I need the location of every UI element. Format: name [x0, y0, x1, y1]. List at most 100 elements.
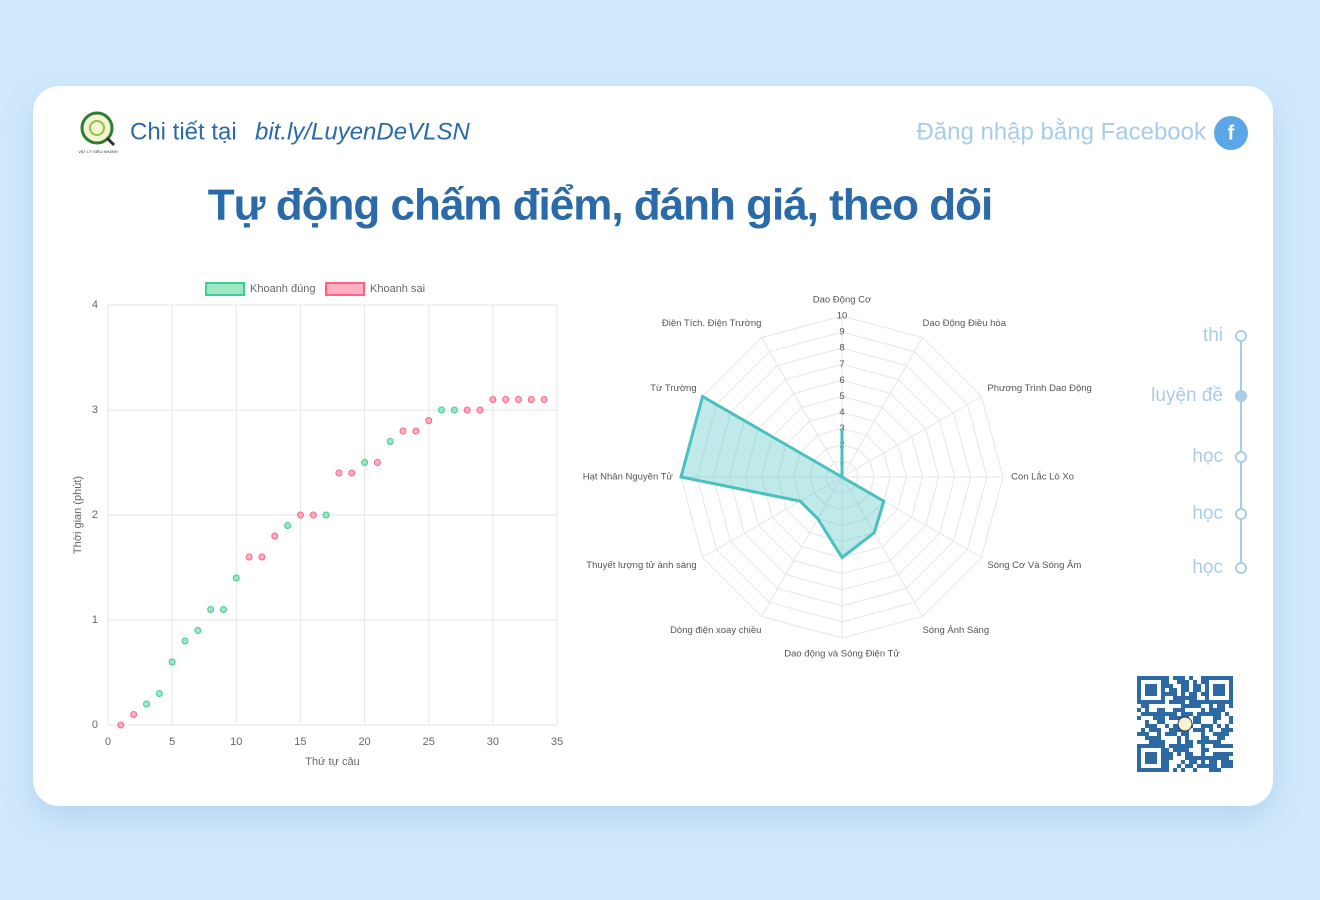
- qr-cell: [1217, 716, 1221, 720]
- link[interactable]: bit.ly/LuyenDeVLSN: [255, 118, 470, 145]
- qr-cell: [1173, 688, 1177, 692]
- nav-item[interactable]: học: [1192, 446, 1223, 467]
- qr-cell: [1173, 728, 1177, 732]
- data-point: [271, 532, 279, 540]
- qr-cell: [1169, 684, 1173, 688]
- y-axis-label: Thời gian (phút): [72, 476, 84, 554]
- facebook-icon[interactable]: f: [1214, 116, 1248, 150]
- qr-cell: [1197, 764, 1201, 768]
- qr-cell: [1201, 724, 1205, 728]
- qr-cell: [1221, 708, 1225, 712]
- nav-dot[interactable]: [1235, 562, 1247, 574]
- nav-dot[interactable]: [1235, 390, 1247, 402]
- category-label: Điện Tích. Điện Trường: [662, 318, 762, 329]
- r-tick-label: 6: [839, 375, 844, 386]
- qr-cell: [1197, 756, 1201, 760]
- qr-cell: [1169, 744, 1173, 748]
- qr-cell: [1201, 740, 1205, 744]
- qr-cell: [1181, 680, 1185, 684]
- qr-cell: [1213, 720, 1217, 724]
- qr-cell: [1185, 756, 1189, 760]
- qr-cell: [1193, 728, 1197, 732]
- qr-cell: [1229, 752, 1233, 756]
- qr-cell: [1161, 712, 1165, 716]
- qr-cell: [1193, 756, 1197, 760]
- legend-swatch: [205, 282, 245, 296]
- r-tick-label: 9: [839, 327, 844, 338]
- login-button[interactable]: Đăng nhập bằng Facebook: [916, 118, 1207, 145]
- qr-cell: [1213, 740, 1217, 744]
- qr-cell: [1173, 708, 1177, 712]
- data-point: [194, 627, 202, 634]
- spoke: [702, 476, 843, 558]
- qr-cell: [1209, 728, 1213, 732]
- qr-cell: [1225, 744, 1229, 748]
- qr-cell: [1177, 736, 1181, 740]
- qr-cell: [1189, 676, 1193, 680]
- qr-cell: [1185, 684, 1189, 688]
- qr-cell: [1229, 764, 1233, 768]
- qr-cell: [1185, 712, 1189, 716]
- nav-dot[interactable]: [1235, 451, 1247, 463]
- data-point: [425, 417, 433, 424]
- qr-cell: [1189, 756, 1193, 760]
- qr-cell: [1201, 708, 1205, 712]
- data-point: [117, 721, 125, 729]
- qr-cell: [1197, 716, 1201, 720]
- page-title: Tự động chấm điểm, đánh giá, theo dõi: [208, 181, 992, 230]
- qr-cell: [1193, 692, 1197, 696]
- data-point: [438, 406, 446, 414]
- spoke: [761, 337, 843, 478]
- qr-cell: [1181, 744, 1185, 748]
- qr-cell: [1149, 724, 1153, 728]
- qr-code: [1137, 676, 1233, 772]
- qr-cell: [1137, 732, 1141, 736]
- x-tick-label: 10: [230, 736, 242, 748]
- qr-cell: [1229, 728, 1233, 732]
- qr-cell: [1201, 756, 1205, 760]
- qr-cell: [1157, 728, 1161, 732]
- qr-cell: [1221, 744, 1225, 748]
- category-label: Con Lắc Lò Xo: [1011, 472, 1074, 483]
- qr-cell: [1145, 720, 1149, 724]
- nav-item[interactable]: thi: [1203, 325, 1223, 346]
- nav-item[interactable]: luyện đề: [1151, 385, 1223, 406]
- qr-cell: [1225, 712, 1229, 716]
- qr-cell: [1181, 692, 1185, 696]
- qr-cell: [1173, 676, 1177, 680]
- qr-finder: [1213, 684, 1225, 696]
- qr-cell: [1193, 716, 1197, 720]
- qr-cell: [1185, 748, 1189, 752]
- category-label: Phương Trình Dao Động: [987, 383, 1091, 394]
- nav-dot[interactable]: [1235, 330, 1247, 342]
- qr-cell: [1141, 728, 1145, 732]
- qr-cell: [1177, 728, 1181, 732]
- qr-cell: [1173, 712, 1177, 716]
- qr-cell: [1181, 700, 1185, 704]
- qr-cell: [1193, 760, 1197, 764]
- qr-cell: [1165, 748, 1169, 752]
- nav-dot[interactable]: [1235, 508, 1247, 520]
- data-point: [219, 606, 227, 613]
- qr-cell: [1185, 736, 1189, 740]
- data-point: [476, 406, 484, 414]
- qr-cell: [1193, 684, 1197, 688]
- card: [33, 86, 1273, 806]
- qr-cell: [1193, 768, 1197, 772]
- qr-cell: [1165, 712, 1169, 716]
- nav-item[interactable]: học: [1192, 503, 1223, 524]
- qr-cell: [1169, 712, 1173, 716]
- nav-item[interactable]: học: [1192, 557, 1223, 578]
- qr-cell: [1229, 720, 1233, 724]
- qr-cell: [1181, 684, 1185, 688]
- data-point: [130, 711, 138, 718]
- qr-cell: [1189, 704, 1193, 708]
- r-tick-label: 4: [839, 407, 844, 418]
- qr-cell: [1177, 740, 1181, 744]
- data-area: [679, 394, 886, 560]
- qr-cell: [1209, 712, 1213, 716]
- qr-cell: [1221, 704, 1225, 708]
- qr-cell: [1185, 752, 1189, 756]
- qr-cell: [1169, 716, 1173, 720]
- qr-cell: [1173, 696, 1177, 700]
